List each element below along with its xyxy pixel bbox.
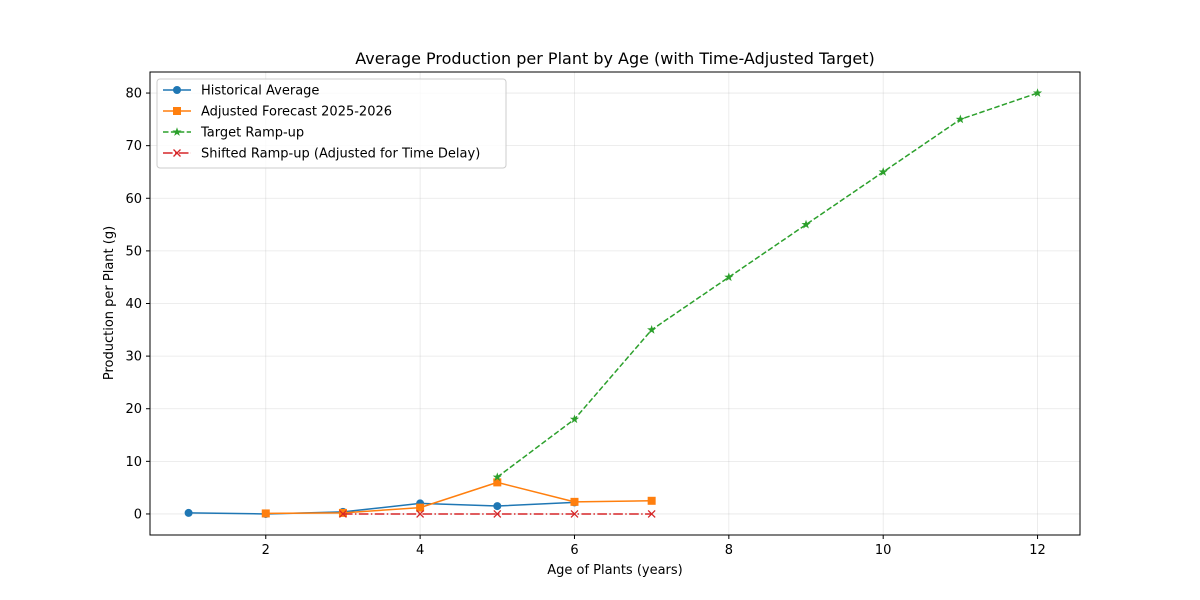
x-tick-label: 4: [416, 543, 424, 558]
legend-marker: [173, 149, 181, 157]
x-axis-label: Age of Plants (years): [547, 563, 683, 578]
legend: Historical Average Adjusted Forecast 2025…: [156, 78, 507, 169]
x-tick-label: 6: [570, 543, 578, 558]
series-line: [496, 92, 1038, 478]
data-point: [1032, 88, 1043, 97]
data-point: [338, 509, 347, 518]
x-tick-label: 10: [875, 543, 892, 558]
chart-title: Average Production per Plant by Age (wit…: [355, 49, 875, 68]
legend-entry: Historical Average: [163, 84, 319, 99]
y-tick-label: 40: [125, 297, 142, 312]
x-tick-label: 2: [262, 543, 270, 558]
data-point: [955, 114, 965, 124]
data-point: [261, 509, 270, 518]
series-4: [338, 509, 656, 518]
y-tick-label: 50: [125, 244, 142, 259]
legend-label: Shifted Ramp-up (Adjusted for Time Delay…: [201, 147, 480, 162]
data-point: [416, 509, 425, 518]
legend-box: [156, 78, 507, 169]
x-tick-label: 12: [1029, 543, 1046, 558]
legend-marker: [173, 86, 181, 94]
y-tick-label: 10: [125, 455, 142, 470]
ticks: 2 4 6 8 10 12 0 10 20 30 40 50 60 70 80: [125, 87, 1045, 558]
data-point: [416, 503, 425, 512]
series-line: [265, 481, 652, 515]
data-point: [647, 509, 656, 518]
data-point: [801, 219, 811, 229]
legend-entry: Adjusted Forecast 2025-2026: [163, 105, 392, 120]
legend-label: Adjusted Forecast 2025-2026: [201, 105, 392, 120]
y-tick-label: 60: [125, 192, 142, 207]
y-tick-label: 20: [125, 402, 142, 417]
data-point: [493, 478, 502, 487]
y-axis-label: Production per Plant (g): [102, 226, 117, 380]
legend-marker: [172, 127, 182, 136]
data-point: [724, 272, 734, 282]
data-point: [338, 508, 347, 517]
legend-marker: [173, 107, 181, 115]
data-point: [570, 509, 579, 518]
series-line: [188, 501, 575, 515]
legend-entry: Shifted Ramp-up (Adjusted for Time Delay…: [163, 147, 480, 162]
legend-label: Target Ramp-up: [200, 126, 304, 141]
data-point: [184, 508, 193, 517]
data-point: [647, 496, 656, 505]
data-point: [878, 167, 888, 176]
data-point: [570, 497, 579, 506]
data-point: [493, 509, 502, 518]
y-tick-label: 0: [134, 507, 142, 522]
y-tick-label: 70: [125, 139, 142, 154]
data-point: [647, 325, 657, 334]
data-point: [492, 472, 502, 482]
series-layer: [184, 88, 1043, 518]
y-tick-label: 30: [125, 350, 142, 365]
legend-entry: Target Ramp-up: [163, 126, 304, 141]
y-tick-label: 80: [125, 87, 142, 102]
x-tick-label: 8: [725, 543, 733, 558]
data-point: [493, 502, 502, 511]
data-point: [569, 414, 580, 424]
series-3: [492, 88, 1043, 482]
series-2: [261, 478, 656, 518]
legend-label: Historical Average: [201, 84, 319, 99]
